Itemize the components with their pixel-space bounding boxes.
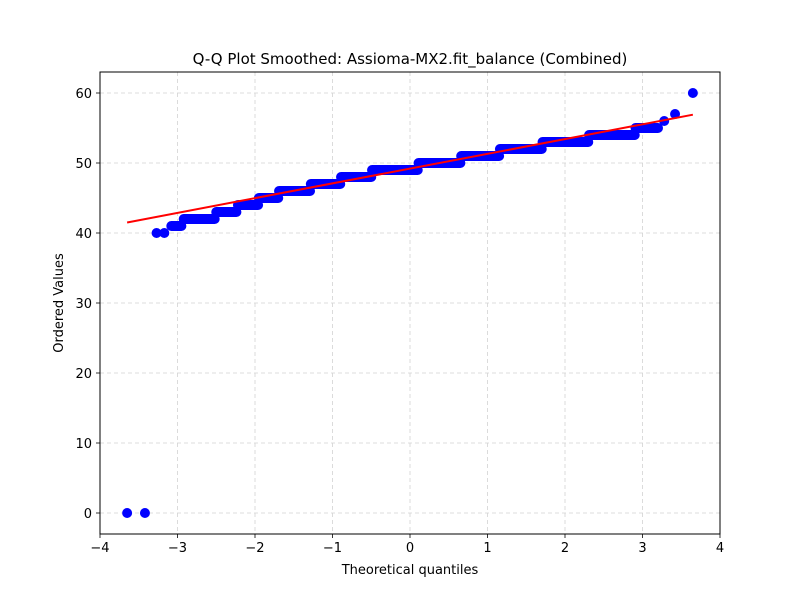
chart-title: Q-Q Plot Smoothed: Assioma-MX2.fit_balan… — [193, 50, 628, 69]
x-tick-label: −1 — [323, 541, 342, 556]
x-tick-label: −2 — [245, 541, 264, 556]
y-tick-label: 40 — [75, 227, 92, 242]
x-tick-label: 2 — [561, 541, 569, 556]
x-axis-label: Theoretical quantiles — [341, 563, 479, 578]
data-point — [687, 88, 698, 98]
x-axis: −4 −3 −2 −1 0 1 2 3 4 — [90, 534, 724, 556]
data-point — [139, 508, 150, 518]
x-tick-label: 1 — [483, 541, 491, 556]
fit-line — [126, 113, 694, 224]
x-tick-label: −3 — [168, 541, 187, 556]
x-tick-label: 4 — [716, 541, 724, 556]
y-tick-label: 50 — [75, 157, 92, 172]
x-tick-label: 0 — [406, 541, 414, 556]
data-point — [151, 228, 162, 238]
data-point — [159, 228, 170, 238]
plot-area — [99, 71, 721, 535]
y-tick-label: 0 — [84, 507, 92, 522]
y-tick-label: 20 — [75, 367, 92, 382]
y-tick-label: 10 — [75, 437, 92, 452]
data-point — [670, 109, 681, 119]
x-tick-label: 3 — [638, 541, 646, 556]
regression-line — [126, 113, 694, 224]
x-tick-label: −4 — [90, 541, 109, 556]
y-axis: 0 10 20 30 40 50 60 — [75, 87, 100, 522]
y-tick-label: 30 — [75, 297, 92, 312]
y-tick-label: 60 — [75, 87, 92, 102]
grid-lines — [99, 72, 721, 534]
data-point — [122, 508, 133, 518]
y-axis-label: Ordered Values — [52, 253, 67, 353]
